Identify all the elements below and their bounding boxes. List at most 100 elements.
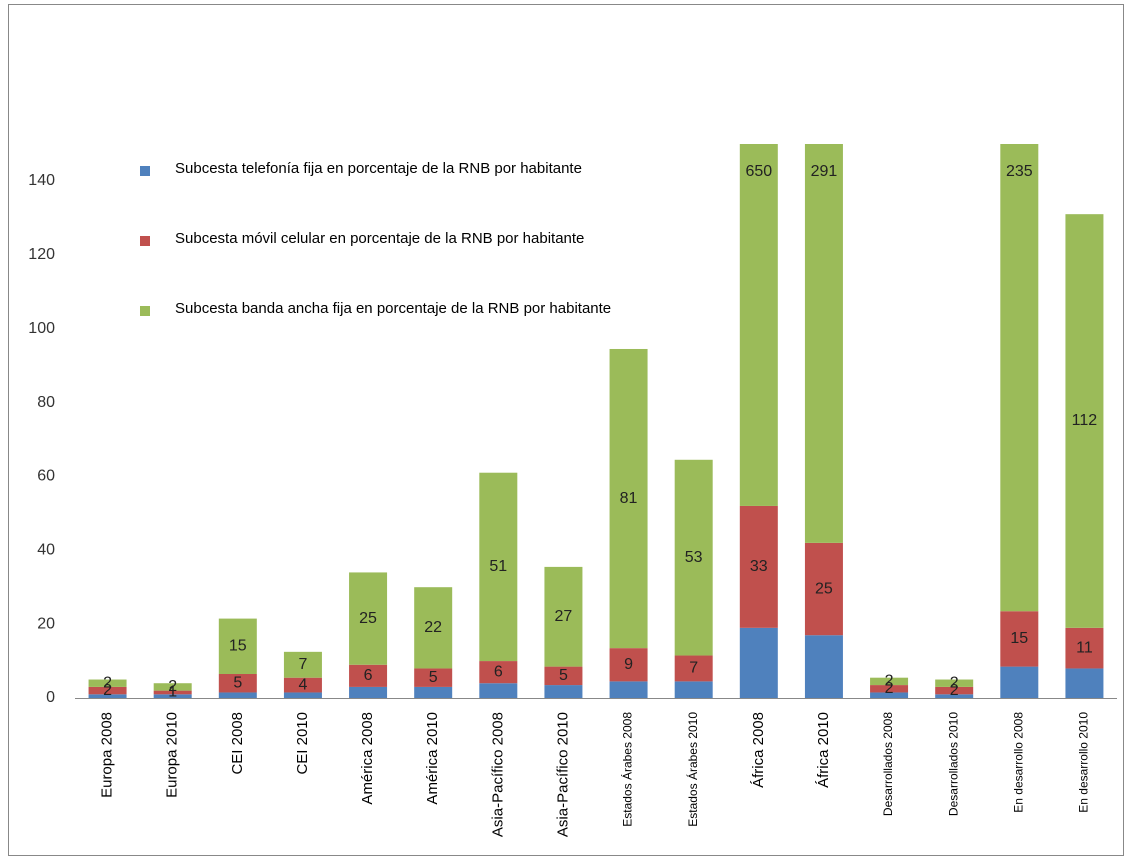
bar-segment <box>804 144 843 543</box>
x-tick-label: Asia-Pacífico 2010 <box>554 712 571 837</box>
data-label: 5 <box>559 667 568 684</box>
data-label: 2 <box>885 673 894 690</box>
bar-segment <box>674 459 713 656</box>
y-tick-label: 140 <box>28 172 55 189</box>
y-tick-label: 20 <box>37 615 55 632</box>
plot-area <box>88 144 1104 698</box>
bar-segment <box>739 627 778 698</box>
bar-segment <box>739 144 778 506</box>
data-label: 51 <box>489 558 507 575</box>
data-label: 1 <box>168 684 177 701</box>
bar-segment <box>88 686 127 695</box>
bar-segment <box>153 683 192 691</box>
bar-segment <box>544 685 583 698</box>
bar-segment <box>739 505 778 628</box>
bar-segment <box>349 572 388 665</box>
x-tick-label: América 2010 <box>424 712 441 805</box>
bar-segment <box>935 694 974 698</box>
bar-segment <box>870 685 909 693</box>
bar-segment <box>935 679 974 687</box>
legend-label: Subcesta telefonía fija en porcentaje de… <box>175 160 582 177</box>
bar-segment <box>479 472 518 662</box>
data-label: 25 <box>359 610 377 627</box>
bar-segment <box>544 666 583 686</box>
x-tick-label: Desarrollados 2010 <box>946 712 960 816</box>
bar-segment <box>870 677 909 686</box>
data-label: 235 <box>1006 163 1033 180</box>
bar-segment <box>218 692 257 698</box>
data-label: 25 <box>815 580 833 597</box>
bar-segment <box>283 677 322 693</box>
bar-segment <box>1065 668 1104 698</box>
data-label: 11 <box>1076 639 1093 656</box>
x-tick-label: En desarrollo 2008 <box>1011 712 1025 813</box>
x-tick-label: CEI 2010 <box>294 712 311 775</box>
data-label: 9 <box>624 656 633 673</box>
bar-segment <box>153 690 192 695</box>
data-label: 5 <box>233 674 242 691</box>
bar-segment <box>218 618 257 674</box>
legend-swatch <box>140 166 150 176</box>
bar-segment <box>804 542 843 636</box>
data-label: 15 <box>1010 630 1028 647</box>
bar-segment <box>804 635 843 698</box>
data-label: 4 <box>298 676 307 693</box>
bar-segment <box>414 686 453 698</box>
legend-label: Subcesta móvil celular en porcentaje de … <box>175 230 585 247</box>
data-label: 2 <box>885 680 894 697</box>
data-label: 291 <box>811 163 838 180</box>
data-label: 53 <box>685 549 703 566</box>
y-tick-label: 0 <box>46 689 55 706</box>
bar-segment <box>609 648 648 682</box>
bar-segment <box>870 692 909 698</box>
bar-segment <box>88 679 127 687</box>
bar-segment <box>414 668 453 687</box>
data-label: 650 <box>745 163 772 180</box>
x-tick-label: América 2008 <box>359 712 376 805</box>
data-label: 81 <box>620 490 638 507</box>
data-label: 6 <box>364 667 373 684</box>
bar-segment <box>674 681 713 698</box>
bar-segment <box>1065 627 1104 669</box>
bar-segment <box>1000 666 1039 698</box>
data-label: 33 <box>750 558 768 575</box>
y-tick-label: 40 <box>37 541 55 558</box>
bar-segment <box>1000 611 1039 667</box>
bar-segment <box>283 651 322 678</box>
x-tick-label: CEI 2008 <box>229 712 246 775</box>
bar-segment <box>479 683 518 698</box>
data-label: 6 <box>494 663 503 680</box>
bar-segment <box>609 348 648 649</box>
x-tick-label: En desarrollo 2010 <box>1077 712 1091 813</box>
frame <box>8 4 1124 856</box>
x-tick-label: Europa 2008 <box>99 712 116 798</box>
bar-segment <box>479 661 518 684</box>
data-label: 7 <box>298 656 307 673</box>
x-tick-label: África 2008 <box>750 712 767 788</box>
data-label: 2 <box>950 682 959 699</box>
bar-segment <box>544 566 583 667</box>
x-tick-label: África 2010 <box>815 712 832 788</box>
data-label: 2 <box>168 678 177 695</box>
data-label: 112 <box>1072 412 1098 429</box>
bar-segment <box>414 587 453 669</box>
data-label: 2 <box>103 682 112 699</box>
bar-segment <box>349 686 388 698</box>
bar-segment <box>153 694 192 698</box>
bar-segment <box>349 664 388 687</box>
data-label: 2 <box>103 674 112 691</box>
y-tick-label: 100 <box>28 320 55 337</box>
bar-segment <box>1000 144 1039 612</box>
bar-segment <box>218 673 257 693</box>
bar-segment <box>1065 214 1104 628</box>
bar-segment <box>88 694 127 698</box>
data-label: 15 <box>229 638 247 655</box>
x-tick-label: Estados Árabes 2008 <box>620 712 635 827</box>
bar-segment <box>283 692 322 698</box>
y-tick-label: 80 <box>37 394 55 411</box>
data-label: 5 <box>429 669 438 686</box>
bar-segment <box>935 686 974 695</box>
data-label: 7 <box>689 660 698 677</box>
x-tick-label: Asia-Pacífico 2008 <box>489 712 506 837</box>
